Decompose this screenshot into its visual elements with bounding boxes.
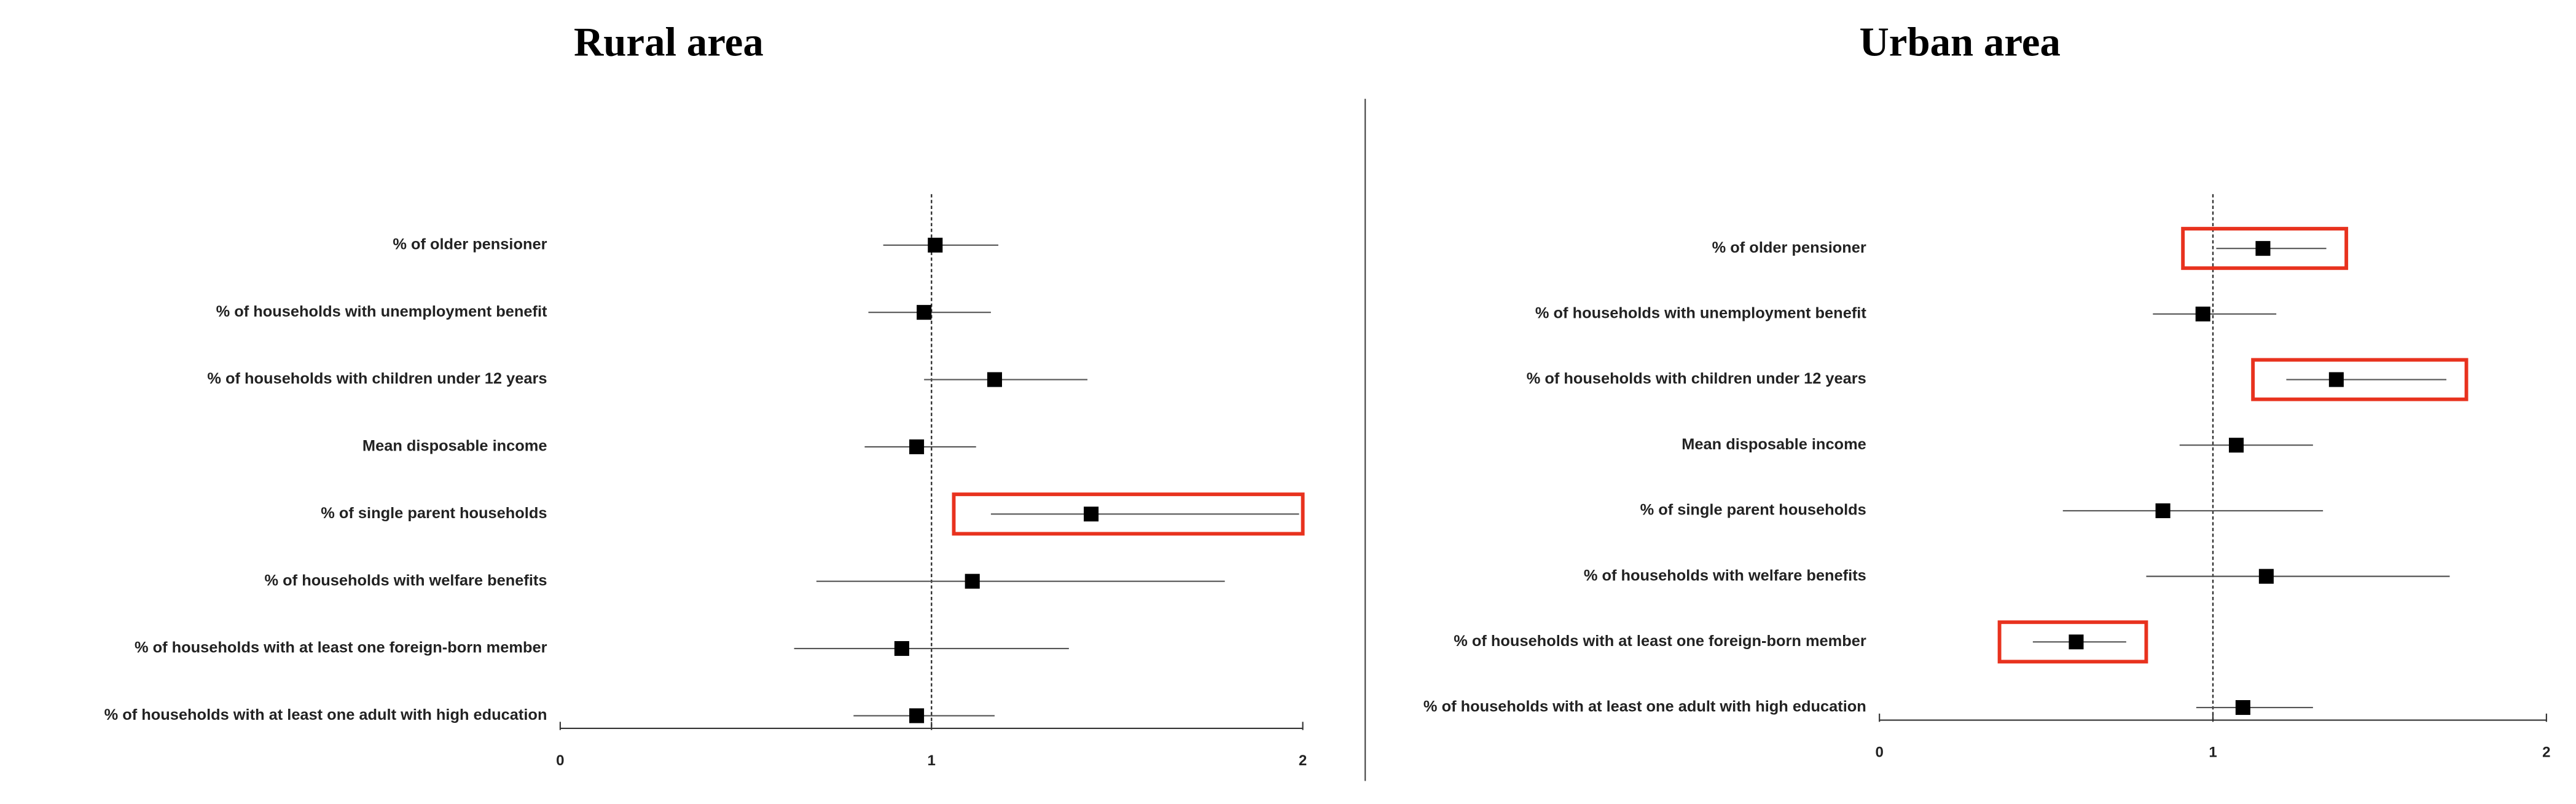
estimate-point (2255, 241, 2271, 256)
row-label: % of households with welfare benefits (265, 572, 547, 589)
panel-title: Urban area (1860, 20, 2061, 65)
estimate-point (917, 305, 932, 320)
estimate-point (2195, 306, 2210, 321)
estimate-point (1084, 506, 1099, 522)
row-label: % of households with unemployment benefi… (1535, 305, 1866, 322)
estimate-point (987, 372, 1002, 387)
estimate-point (909, 708, 925, 723)
panel-title: Rural area (574, 20, 764, 65)
estimate-point (2328, 372, 2344, 387)
row-label: Mean disposable income (1681, 436, 1866, 453)
row-label: % of older pensioner (393, 236, 547, 253)
row-label: % of households with at least one adult … (104, 706, 547, 723)
x-tick-label: 0 (556, 752, 564, 769)
estimate-point (2155, 503, 2171, 518)
estimate-point (928, 237, 943, 253)
estimate-point (965, 573, 980, 589)
row-label: % of households with children under 12 y… (207, 370, 547, 387)
row-label: % of single parent households (1640, 502, 1866, 519)
row-label: % of households with children under 12 y… (1527, 370, 1866, 387)
x-tick-label: 1 (928, 752, 936, 769)
estimate-point (2258, 569, 2274, 584)
estimate-point (2228, 438, 2244, 453)
estimate-point (894, 640, 909, 656)
row-label: % of households with at least one foreig… (1454, 633, 1866, 650)
x-tick-label: 2 (2542, 744, 2550, 760)
highlight-box (2181, 227, 2349, 270)
estimate-point (2235, 700, 2250, 715)
row-label: % of households with unemployment benefi… (216, 303, 547, 320)
row-label: % of households with welfare benefits (1584, 567, 1866, 584)
highlight-box (1997, 620, 2148, 664)
row-label: % of households with at least one adult … (1423, 698, 1866, 715)
highlight-box (952, 492, 1305, 536)
row-label: Mean disposable income (362, 438, 547, 455)
row-label: % of households with at least one foreig… (135, 639, 547, 656)
row-label: % of older pensioner (1712, 239, 1866, 256)
estimate-point (909, 439, 925, 454)
x-tick-label: 0 (1875, 744, 1883, 760)
estimate-point (2069, 634, 2084, 650)
x-tick-label: 1 (2209, 744, 2217, 760)
highlight-box (2251, 358, 2468, 401)
row-label: % of single parent households (321, 505, 547, 522)
x-tick-label: 2 (1299, 752, 1307, 769)
